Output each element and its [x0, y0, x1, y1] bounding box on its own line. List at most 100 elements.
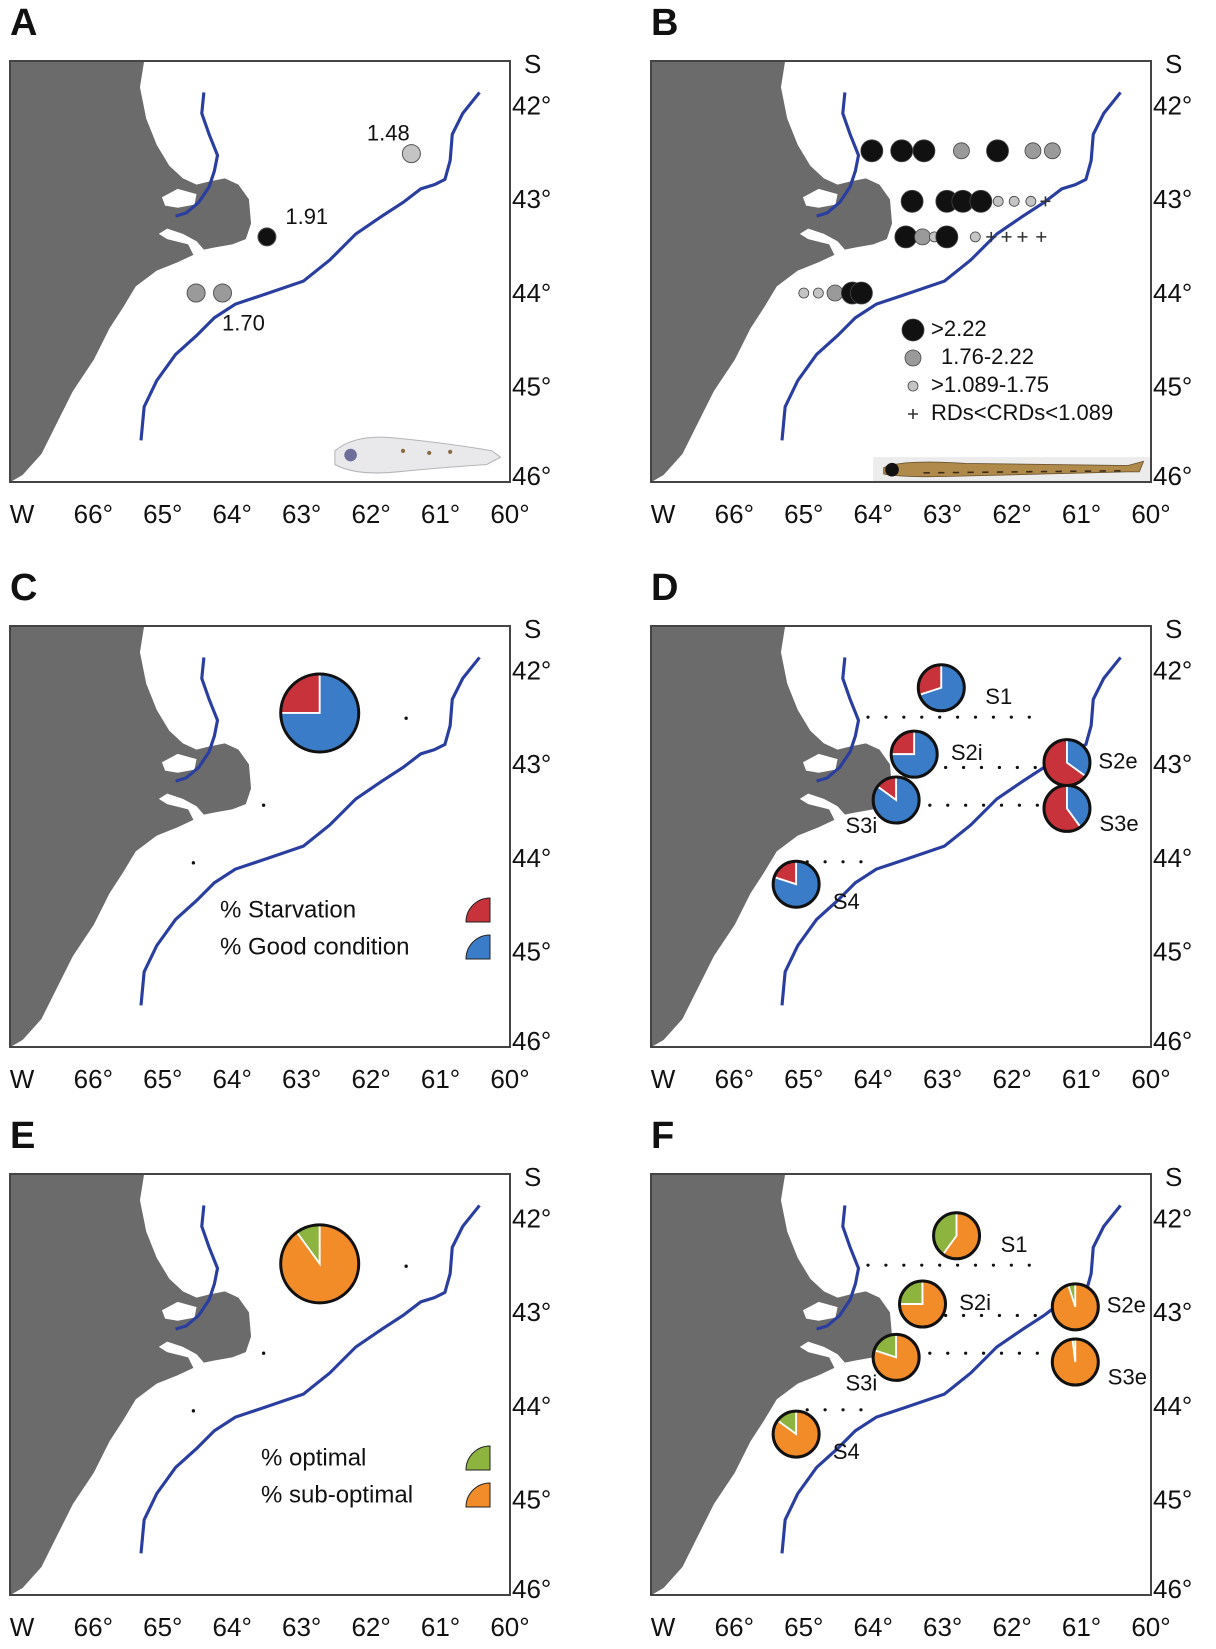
pie-outline [1050, 1282, 1100, 1332]
pie-label: S3e [1099, 811, 1138, 836]
legend-label: % Good condition [220, 933, 409, 960]
lat-axis-label: S [1165, 614, 1182, 644]
map-panel: S1 S2i S2e S3i S3e S4 D S 42° 43° 44° 45° 46° W 66° 65°… [649, 567, 1192, 1094]
lat-tick-label: 42° [1153, 656, 1192, 686]
legend-label: % Starvation [220, 896, 356, 923]
lon-tick-label: 65° [784, 1612, 823, 1642]
station-point [1043, 142, 1061, 160]
legend-label: % optimal [261, 1444, 366, 1471]
station-point [992, 195, 1004, 207]
lat-tick-label: 45° [1153, 371, 1192, 401]
lat-axis-label: S [1165, 1162, 1182, 1192]
station-point [1025, 195, 1037, 207]
pie [898, 1279, 948, 1329]
map-frame [650, 625, 1152, 1048]
station-point [900, 189, 924, 213]
station-point [850, 281, 873, 305]
lat-tick-label: 42° [1153, 91, 1192, 121]
lon-tick-label: 66° [74, 499, 113, 529]
map-frame [9, 1173, 511, 1596]
pie-label: S3e [1108, 1365, 1147, 1390]
lon-axis-label: W [10, 1612, 35, 1642]
lon-tick-label: 65° [143, 1612, 182, 1642]
lat-tick-label: 44° [1153, 843, 1192, 873]
lon-axis-label: W [651, 499, 676, 529]
point-label: 1.70 [222, 310, 265, 335]
basemap [8, 1172, 512, 1597]
lat-tick-label: 42° [512, 656, 551, 686]
lon-tick-label: 61° [1062, 1612, 1101, 1642]
lat-tick-label: 43° [512, 184, 551, 214]
lat-tick-label: 46° [512, 1574, 551, 1604]
map-panel: % Starvation % Good condition C S 42° 43° 44° 4… [8, 567, 551, 1094]
lon-tick-label: 64° [213, 499, 252, 529]
legend-symbol [901, 318, 925, 342]
lon-tick-label: 66° [715, 1612, 754, 1642]
lon-tick-label: 66° [74, 1064, 113, 1094]
lon-tick-label: 63° [923, 1064, 962, 1094]
lon-tick-label: 62° [992, 1064, 1031, 1094]
pie-outline [771, 1409, 821, 1459]
pie [889, 729, 939, 779]
legend-swatch [465, 897, 491, 923]
lon-tick-label: 64° [854, 1064, 893, 1094]
lon-tick-label: 64° [213, 1064, 252, 1094]
lon-axis-label: W [651, 1064, 676, 1094]
legend-symbol [908, 409, 918, 419]
pie-label: S4 [833, 889, 860, 914]
lon-tick-label: 66° [715, 1064, 754, 1094]
map-frame [9, 625, 511, 1048]
pie-outline [771, 859, 821, 909]
station-point [969, 231, 981, 243]
legend-label: % sub-optimal [261, 1481, 413, 1508]
point-label: 1.91 [285, 204, 328, 229]
lat-tick-label: 44° [1153, 1391, 1192, 1421]
panel-letter: D [651, 567, 678, 609]
lat-tick-label: 44° [1153, 278, 1192, 308]
lon-tick-label: 65° [143, 499, 182, 529]
lat-tick-label: 43° [1153, 184, 1192, 214]
lon-tick-label: 64° [854, 1612, 893, 1642]
pie [871, 1332, 921, 1382]
map-panel: >2.22 1.76-2.22 >1.089-1.75 RDs<CRDs<1.089 B… [649, 2, 1192, 529]
station-plus [1001, 231, 1012, 242]
pie-outline [932, 1211, 982, 1261]
station-point [186, 283, 206, 303]
lat-tick-label: 44° [512, 843, 551, 873]
legend-swatch [465, 1445, 491, 1471]
lon-tick-label: 64° [213, 1612, 252, 1642]
lat-axis-label: S [1165, 49, 1182, 79]
lat-tick-label: 46° [512, 461, 551, 491]
lat-tick-label: 43° [1153, 749, 1192, 779]
pie [279, 1223, 361, 1305]
station-plus [1017, 231, 1028, 242]
legend-swatch [465, 934, 491, 960]
pie [1050, 1282, 1100, 1332]
pie-outline [1042, 783, 1092, 833]
pie-outline [1050, 1337, 1100, 1387]
pie-outline [871, 1332, 921, 1382]
station-point [914, 228, 931, 246]
lat-tick-label: 42° [512, 91, 551, 121]
basemap [8, 59, 512, 484]
lon-tick-label: 65° [784, 499, 823, 529]
lat-tick-label: 44° [512, 278, 551, 308]
lat-tick-label: 43° [512, 749, 551, 779]
lon-tick-label: 61° [1062, 499, 1101, 529]
pie [771, 859, 821, 909]
station-point [953, 142, 970, 160]
lon-tick-label: 60° [1131, 1064, 1170, 1094]
panel-letter: B [651, 2, 678, 44]
station-point [894, 225, 918, 249]
lat-tick-label: 45° [512, 936, 551, 966]
basemap [649, 624, 1153, 1049]
station-point [401, 144, 421, 164]
lon-tick-label: 60° [490, 1064, 529, 1094]
pie-label: S2i [951, 740, 983, 765]
lon-tick-label: 61° [421, 499, 460, 529]
station-point [1024, 142, 1042, 160]
lon-axis-label: W [10, 499, 35, 529]
panel-letter: C [10, 567, 37, 609]
larva-image [872, 456, 1152, 484]
